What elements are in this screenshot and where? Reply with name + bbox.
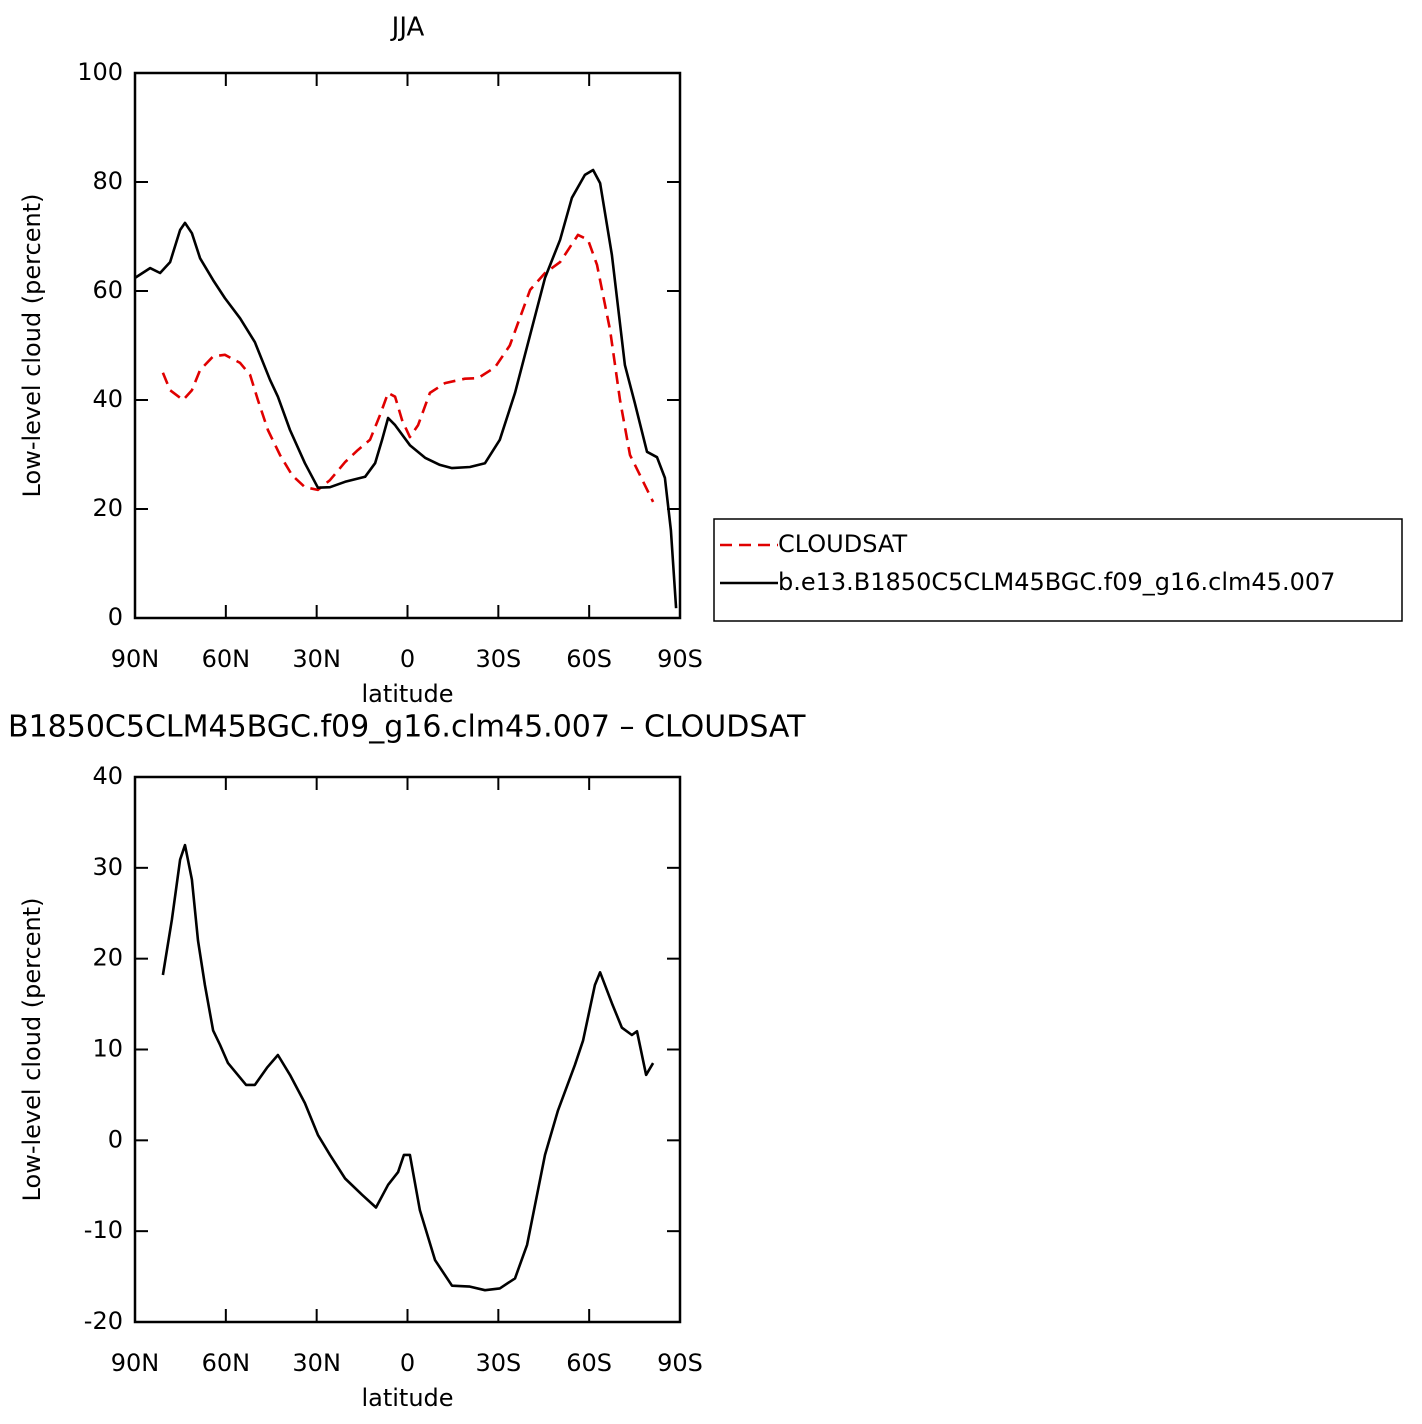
y-tick-label: 80 xyxy=(92,167,123,195)
y-tick-label: 10 xyxy=(92,1035,123,1063)
y-tick-label: -20 xyxy=(84,1307,123,1335)
x-tick-label: 0 xyxy=(400,645,415,673)
x-tick-label: 60S xyxy=(566,1349,612,1377)
y-tick-label: 20 xyxy=(92,494,123,522)
legend-box xyxy=(713,518,1403,622)
x-tick-label: 60N xyxy=(202,645,251,673)
y-tick-label: 40 xyxy=(92,762,123,790)
legend-label: b.e13.B1850C5CLM45BGC.f09_g16.clm45.007 xyxy=(778,568,1335,596)
x-tick-label: 30S xyxy=(475,1349,521,1377)
y-tick-label: 0 xyxy=(108,1125,123,1153)
y-tick-label: 100 xyxy=(77,58,123,86)
plot-frame xyxy=(133,775,682,1324)
x-tick-label: 30N xyxy=(292,1349,341,1377)
x-axis-label: latitude xyxy=(361,680,453,708)
x-tick-label: 90S xyxy=(657,1349,703,1377)
x-tick-label: 90N xyxy=(111,645,160,673)
data-line xyxy=(134,168,678,609)
x-axis-label: latitude xyxy=(361,1384,453,1412)
y-tick-label: 20 xyxy=(92,944,123,972)
y-tick-label: -10 xyxy=(84,1216,123,1244)
y-axis-label: Low-level cloud (percent) xyxy=(18,898,46,1202)
y-tick-label: 0 xyxy=(108,603,123,631)
legend-label: CLOUDSAT xyxy=(778,530,907,558)
x-tick-label: 30S xyxy=(475,645,521,673)
y-tick-label: 60 xyxy=(92,276,123,304)
y-tick-label: 40 xyxy=(92,385,123,413)
x-tick-label: 60S xyxy=(566,645,612,673)
x-tick-label: 0 xyxy=(400,1349,415,1377)
x-tick-label: 30N xyxy=(292,645,341,673)
x-tick-label: 90N xyxy=(111,1349,160,1377)
data-line xyxy=(161,843,655,1292)
y-tick-label: 30 xyxy=(92,853,123,881)
data-line xyxy=(161,233,655,503)
plot-frame xyxy=(133,71,682,620)
x-tick-label: 90S xyxy=(657,645,703,673)
y-axis-label: Low-level cloud (percent) xyxy=(18,194,46,498)
chart-title: JJA xyxy=(390,13,425,43)
x-tick-label: 60N xyxy=(202,1349,251,1377)
chart-title: B1850C5CLM45BGC.f09_g16.clm45.007 – CLOU… xyxy=(8,710,806,745)
